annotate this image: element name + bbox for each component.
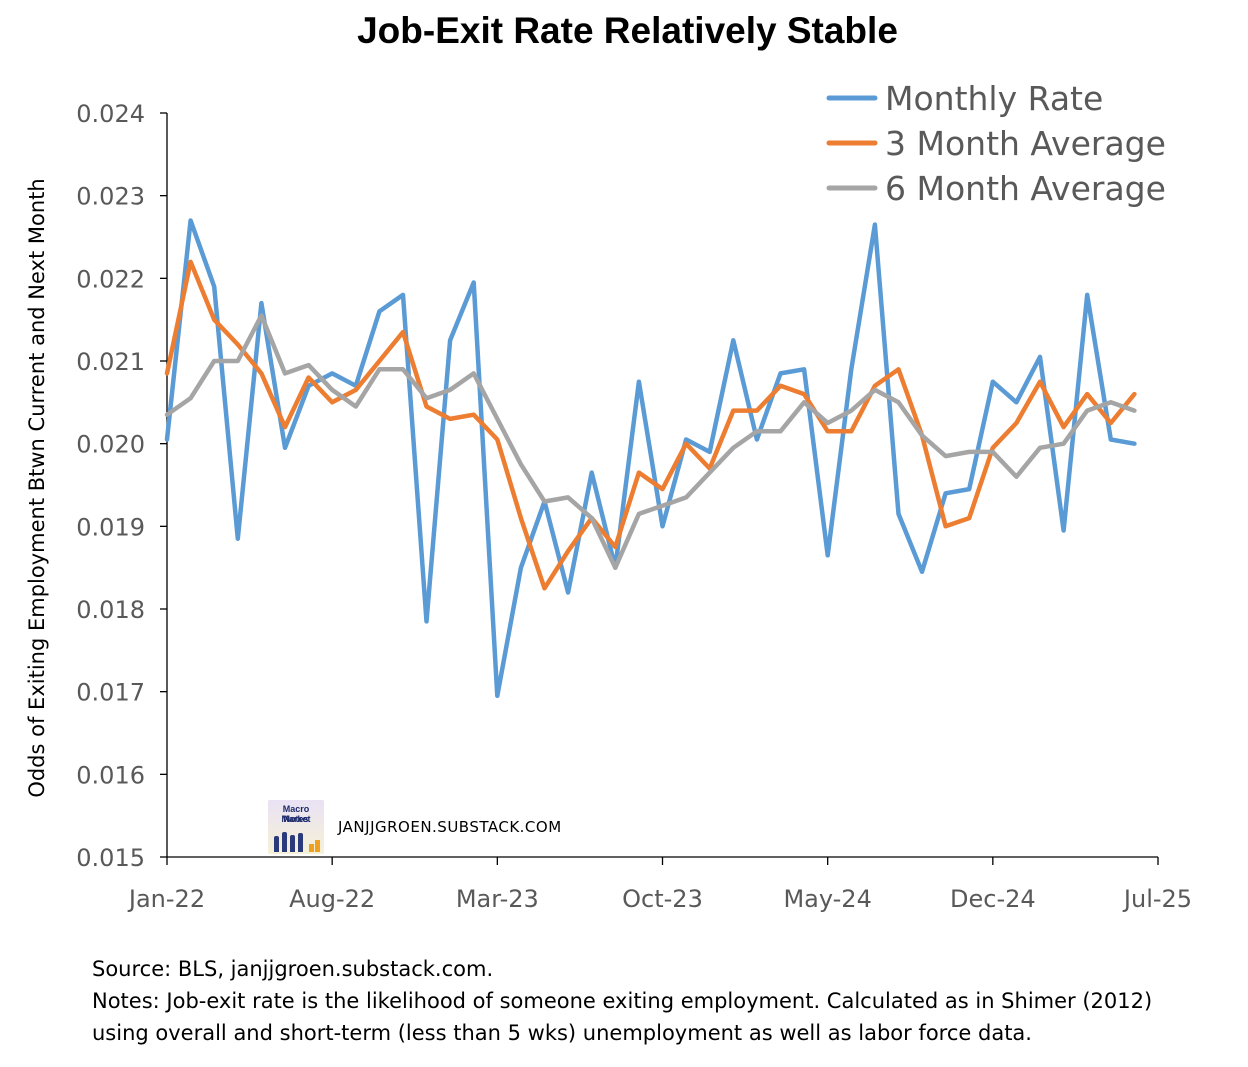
legend: Monthly Rate 3 Month Average 6 Month Avera… — [826, 79, 1166, 208]
x-tick-label: Mar-23 — [456, 885, 539, 913]
y-tick-label: 0.015 — [76, 844, 145, 872]
notes-line-2: using overall and short-term (less than … — [92, 1021, 1032, 1045]
footer-notes: Source: BLS, janjjgroen.substack.com. No… — [92, 953, 1242, 1049]
chart-title: Job-Exit Rate Relatively Stable — [357, 10, 898, 51]
y-tick-label: 0.023 — [76, 183, 145, 211]
line-chart: 0.015 0.016 0.017 0.018 0.019 0.020 0.021 0.022… — [25, 79, 1192, 913]
y-tick-label: 0.018 — [76, 596, 145, 624]
y-tick-label: 0.024 — [76, 100, 145, 128]
y-tick-label: 0.021 — [76, 348, 145, 376]
x-tick-label: May-24 — [783, 885, 871, 913]
series-lines — [164, 218, 1137, 699]
series-line-monthly-rate — [164, 218, 1137, 699]
x-tick-label: Oct-23 — [622, 885, 703, 913]
y-tick-label: 0.017 — [76, 679, 145, 707]
x-tick-label: Dec-24 — [950, 885, 1036, 913]
source-note: Source: BLS, janjjgroen.substack.com. — [92, 957, 494, 981]
logo-text-line2: Notes — [283, 814, 309, 824]
watermark-site: JANJJGROEN.SUBSTACK.COM — [338, 818, 562, 836]
series-line-6-month-average — [164, 313, 1137, 570]
y-tick-label: 0.022 — [76, 265, 145, 293]
x-tick-label: Jul-25 — [1122, 885, 1192, 913]
x-tick-label: Aug-22 — [289, 885, 375, 913]
logo-text-line1: Macro Market — [281, 804, 311, 824]
legend-label: 3 Month Average — [885, 124, 1166, 163]
y-axis-ticks: 0.015 0.016 0.017 0.018 0.019 0.020 0.021 0.022… — [76, 100, 167, 872]
x-tick-label: Jan-22 — [127, 885, 205, 913]
y-tick-label: 0.016 — [76, 761, 145, 789]
y-tick-label: 0.019 — [76, 513, 145, 541]
series-line-3-month-average — [164, 259, 1137, 591]
legend-label: 6 Month Average — [885, 169, 1166, 208]
y-tick-label: 0.020 — [76, 431, 145, 459]
legend-label: Monthly Rate — [885, 79, 1103, 118]
x-axis-ticks: Jan-22 Aug-22 Mar-23 Oct-23 May-24 Dec-24 Jul-… — [127, 857, 1192, 913]
macro-market-notes-logo: Macro Market Notes — [268, 800, 324, 854]
y-axis-label: Odds of Exiting Employment Btwn Current … — [25, 178, 49, 797]
notes-line-1: Notes: Job-exit rate is the likelihood o… — [92, 989, 1153, 1013]
